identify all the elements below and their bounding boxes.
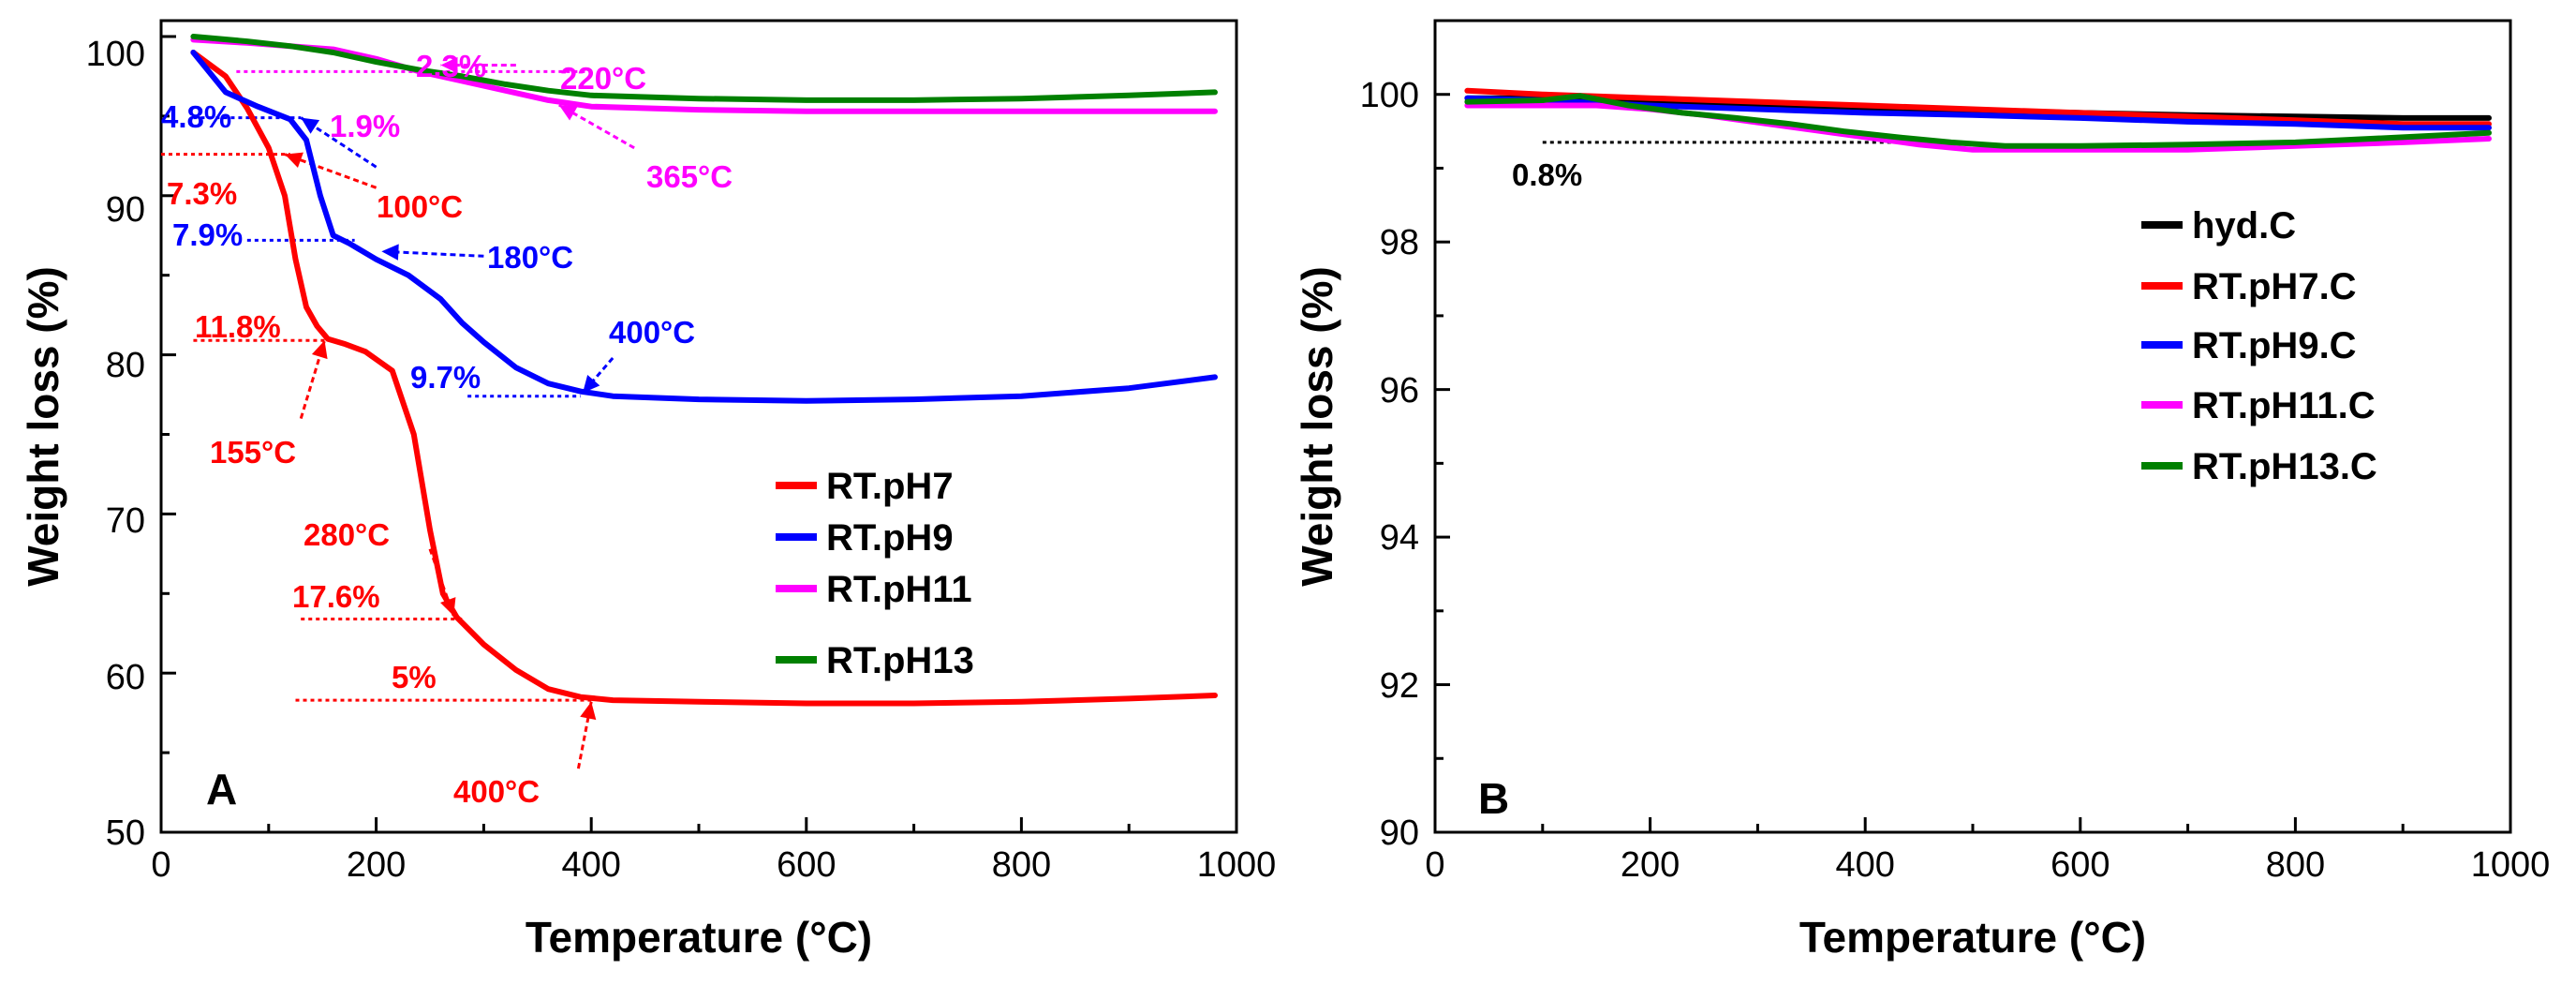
series-line-rt-ph13 xyxy=(190,34,1218,103)
plot-frame-a xyxy=(159,19,1238,834)
arrow-shaft xyxy=(558,103,635,150)
panel-a: 0 200 400 600 800 1000 50 60 70 80 90 10… xyxy=(19,19,1277,962)
annotation-label: 280°C xyxy=(303,517,390,552)
annotation-label: 11.8% xyxy=(195,309,281,344)
x-tick-label: 0 xyxy=(151,845,170,885)
series-line-rt-ph7 xyxy=(190,50,1218,707)
panel-label-a: A xyxy=(206,765,237,813)
legend-label-rt-ph9-c: RT.pH9.C xyxy=(2192,325,2357,366)
arrow-head xyxy=(381,244,399,261)
series-lines-b xyxy=(1464,87,2492,153)
y-tick-label: 98 xyxy=(1380,223,1419,262)
arrow-head xyxy=(311,340,328,360)
x-tick-label: 1000 xyxy=(2471,845,2551,885)
y-tick-label: 50 xyxy=(106,813,145,853)
legend-label-rt-ph13: RT.pH13 xyxy=(826,640,974,681)
series-lines-a xyxy=(190,34,1218,707)
panel-b: 0 200 400 600 800 1000 90 92 94 96 98 10… xyxy=(1293,19,2551,962)
arrow-head xyxy=(440,56,458,74)
annotation-label: 4.8% xyxy=(161,99,231,134)
y-tick-label: 100 xyxy=(1360,76,1419,115)
arrow-head xyxy=(301,117,320,134)
axis-ticks-a xyxy=(159,35,1238,834)
legend-label-rt-ph13-c: RT.pH13.C xyxy=(2192,446,2377,487)
arrow-head xyxy=(285,152,303,168)
legend-label-rt-ph11-c: RT.pH11.C xyxy=(2192,385,2376,426)
y-tick-label: 94 xyxy=(1380,518,1419,558)
y-tick-label: 92 xyxy=(1380,666,1419,706)
x-tick-label: 800 xyxy=(992,845,1051,885)
x-axis-title: Temperature (°C) xyxy=(1799,913,2146,962)
annotation-label: 7.9% xyxy=(172,217,243,252)
arrow-head xyxy=(580,701,597,721)
legend-label-rt-ph9: RT.pH9 xyxy=(826,517,954,559)
x-tick-label: 800 xyxy=(2266,845,2325,885)
y-tick-label: 96 xyxy=(1380,371,1419,410)
y-axis-title: Weight loss (%) xyxy=(1293,266,1341,587)
x-tick-label: 400 xyxy=(561,845,620,885)
legend-a: RT.pH7 RT.pH9 RT.pH11 RT.pH13 xyxy=(776,466,974,681)
x-tick-label: 200 xyxy=(347,845,406,885)
annotation-label: 9.7% xyxy=(410,360,481,395)
x-tick-label: 600 xyxy=(2050,845,2110,885)
annotation-label: 155°C xyxy=(210,435,296,470)
x-tick-label: 1000 xyxy=(1197,845,1277,885)
y-tick-label: 100 xyxy=(86,35,145,74)
annotation-label: 400°C xyxy=(609,315,695,350)
panel-label-b: B xyxy=(1478,774,1509,823)
legend-b: hyd.C RT.pH7.C RT.pH9.C RT.pH11.C RT.pH1… xyxy=(2141,205,2377,487)
annotation-label: 5% xyxy=(392,660,437,694)
series-line-rt-ph13-c xyxy=(1464,93,2492,149)
y-tick-label: 70 xyxy=(106,501,145,541)
y-tick-label: 60 xyxy=(106,658,145,697)
series-line-rt-ph11-c xyxy=(1464,102,2492,153)
y-axis-title: Weight loss (%) xyxy=(19,266,67,587)
y-tick-label: 80 xyxy=(106,346,145,385)
axis-ticks-b xyxy=(1433,19,2512,834)
annotation-label: 17.6% xyxy=(292,579,380,614)
annotation-label: 2.3% xyxy=(416,49,486,83)
annotation-label: 365°C xyxy=(646,159,733,194)
series-line-rt-ph7-c xyxy=(1464,87,2492,127)
annotation-label: 7.3% xyxy=(167,176,237,211)
x-tick-label: 0 xyxy=(1425,845,1444,885)
arrow-head xyxy=(558,104,578,121)
annotation-label: 180°C xyxy=(487,240,573,275)
x-tick-label: 200 xyxy=(1621,845,1680,885)
arrow-head xyxy=(583,375,600,394)
legend-label-rt-ph11: RT.pH11 xyxy=(826,569,972,610)
arrow-shaft xyxy=(381,249,484,258)
y-tick-label: 90 xyxy=(106,190,145,230)
annotation-label: 1.9% xyxy=(330,109,400,143)
x-tick-label: 400 xyxy=(1835,845,1894,885)
legend-label-rt-ph7: RT.pH7 xyxy=(826,466,954,507)
series-line-rt-ph9 xyxy=(190,50,1218,404)
legend-label-rt-ph7-c: RT.pH7.C xyxy=(2192,266,2357,307)
x-tick-label: 600 xyxy=(777,845,836,885)
annotation-label: 0.8% xyxy=(1512,157,1582,192)
legend-label-hyd-c: hyd.C xyxy=(2192,205,2296,246)
arrow-shaft xyxy=(284,153,378,189)
x-axis-title: Temperature (°C) xyxy=(526,913,872,962)
annotation-label: 100°C xyxy=(377,189,463,224)
annotation-label: 220°C xyxy=(560,61,646,96)
y-tick-label: 90 xyxy=(1380,813,1419,853)
annotation-label: 400°C xyxy=(453,774,540,809)
